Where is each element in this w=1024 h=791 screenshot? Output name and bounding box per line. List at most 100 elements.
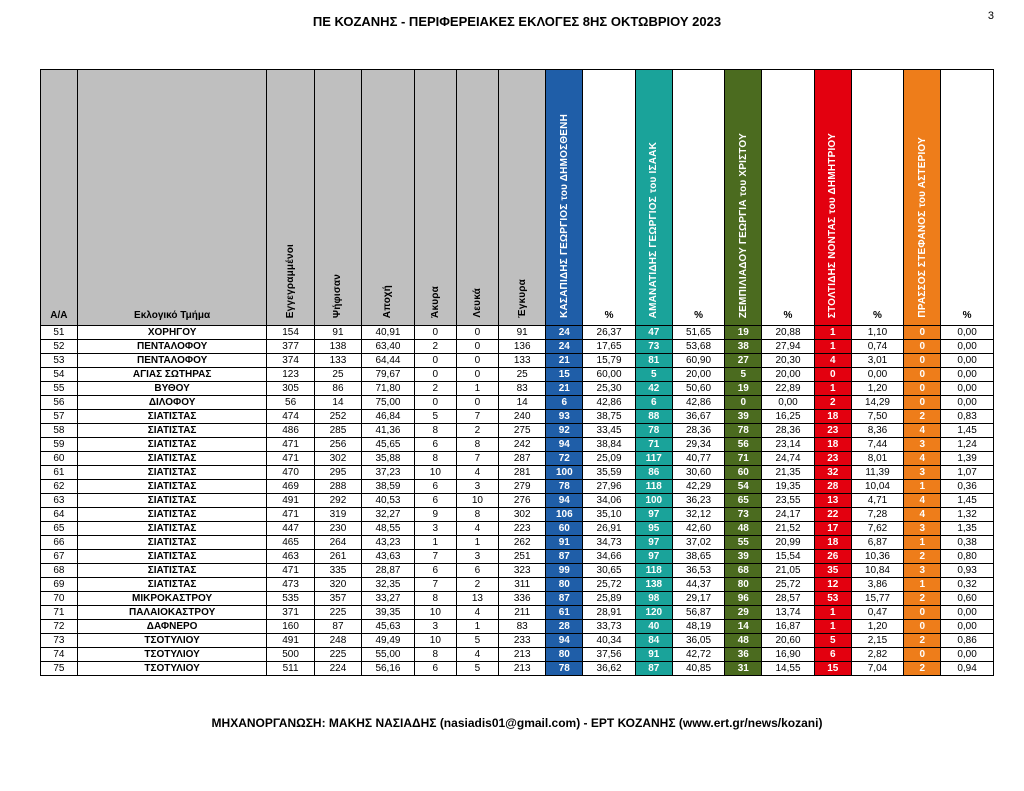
cell: 45,65 (362, 438, 415, 452)
cell: 28,91 (583, 606, 636, 620)
cell: 87 (314, 620, 361, 634)
cell: 11,39 (851, 466, 904, 480)
cell: 7,04 (851, 662, 904, 676)
cell: 8 (414, 592, 456, 606)
cell: 138 (314, 340, 361, 354)
cell: 5 (725, 368, 762, 382)
cell: ΤΣΟΤΥΛΙΟΥ (77, 662, 267, 676)
cell: 18 (814, 410, 851, 424)
cell: 58 (41, 424, 78, 438)
cell: 2 (414, 340, 456, 354)
cell: ΣΙΑΤΙΣΤΑΣ (77, 480, 267, 494)
cell: 0,00 (941, 396, 994, 410)
cell: 71 (41, 606, 78, 620)
cell: 24 (546, 326, 583, 340)
cell: 39 (725, 410, 762, 424)
cell: 28,57 (762, 592, 815, 606)
cell: 34,66 (583, 550, 636, 564)
cell: 21,05 (762, 564, 815, 578)
cell: 133 (314, 354, 361, 368)
cell: 225 (314, 606, 361, 620)
cell: 8 (456, 508, 498, 522)
cell: 0 (904, 368, 941, 382)
cell: 8,36 (851, 424, 904, 438)
cell: 42,72 (672, 648, 725, 662)
col-header: % (762, 70, 815, 326)
cell: 138 (635, 578, 672, 592)
cell: 63,40 (362, 340, 415, 354)
cell: 97 (635, 550, 672, 564)
cell: 5 (414, 410, 456, 424)
cell: 94 (546, 438, 583, 452)
cell: 292 (314, 494, 361, 508)
cell: 1,32 (941, 508, 994, 522)
table-row: 52ΠΕΝΤΑΛΟΦΟΥ37713863,40201362417,657353,… (41, 340, 994, 354)
table-body: 51ΧΟΡΗΓΟΥ1549140,9100912426,374751,65192… (41, 326, 994, 676)
cell: 224 (314, 662, 361, 676)
cell: 37,02 (672, 536, 725, 550)
cell: 100 (635, 494, 672, 508)
cell: 64 (41, 508, 78, 522)
cell: 14 (314, 396, 361, 410)
candidate-header: ΠΡΑΣΣΟΣ ΣΤΕΦΑΝΟΣ του ΑΣΤΕΡΙΟΥ (904, 70, 941, 326)
cell: 30,65 (583, 564, 636, 578)
cell: 0,74 (851, 340, 904, 354)
cell: 53 (814, 592, 851, 606)
cell: 1,20 (851, 382, 904, 396)
cell: 0 (725, 396, 762, 410)
cell: 5 (456, 634, 498, 648)
cell: 35,10 (583, 508, 636, 522)
cell: 1 (814, 620, 851, 634)
cell: 211 (499, 606, 546, 620)
table-row: 61ΣΙΑΤΙΣΤΑΣ47029537,2310428110035,598630… (41, 466, 994, 480)
cell: 1,10 (851, 326, 904, 340)
cell: 0 (904, 354, 941, 368)
cell: 64,44 (362, 354, 415, 368)
cell: 23 (814, 424, 851, 438)
cell: ΣΙΑΤΙΣΤΑΣ (77, 578, 267, 592)
cell: 264 (314, 536, 361, 550)
cell: 1,39 (941, 452, 994, 466)
cell: 6,87 (851, 536, 904, 550)
cell: 38,75 (583, 410, 636, 424)
cell: 21,35 (762, 466, 815, 480)
cell: 6 (414, 438, 456, 452)
cell: 31 (725, 662, 762, 676)
cell: 36,53 (672, 564, 725, 578)
cell: 233 (499, 634, 546, 648)
cell: 252 (314, 410, 361, 424)
cell: 14,55 (762, 662, 815, 676)
cell: 38,65 (672, 550, 725, 564)
cell: 123 (267, 368, 314, 382)
cell: 36,05 (672, 634, 725, 648)
cell: 0 (456, 340, 498, 354)
cell: 14,29 (851, 396, 904, 410)
cell: 7 (414, 550, 456, 564)
cell: 302 (499, 508, 546, 522)
cell: 117 (635, 452, 672, 466)
cell: 26,91 (583, 522, 636, 536)
cell: 22,89 (762, 382, 815, 396)
cell: 60,00 (583, 368, 636, 382)
cell: ΣΙΑΤΙΣΤΑΣ (77, 550, 267, 564)
cell: 511 (267, 662, 314, 676)
cell: ΔΙΛΟΦΟΥ (77, 396, 267, 410)
cell: 39,35 (362, 606, 415, 620)
col-header: Αποχή (362, 70, 415, 326)
cell: 3 (904, 564, 941, 578)
cell: 28,36 (672, 424, 725, 438)
cell: 24,17 (762, 508, 815, 522)
cell: ΔΑΦΝΕΡΟ (77, 620, 267, 634)
cell: 47 (635, 326, 672, 340)
cell: 14 (725, 620, 762, 634)
cell: 19 (725, 382, 762, 396)
cell: 40,77 (672, 452, 725, 466)
cell: 1 (814, 340, 851, 354)
cell: 319 (314, 508, 361, 522)
cell: 463 (267, 550, 314, 564)
cell: 40,85 (672, 662, 725, 676)
cell: 0,00 (941, 620, 994, 634)
cell: 256 (314, 438, 361, 452)
table-row: 74ΤΣΟΤΥΛΙΟΥ50022555,00842138037,569142,7… (41, 648, 994, 662)
cell: 23,14 (762, 438, 815, 452)
